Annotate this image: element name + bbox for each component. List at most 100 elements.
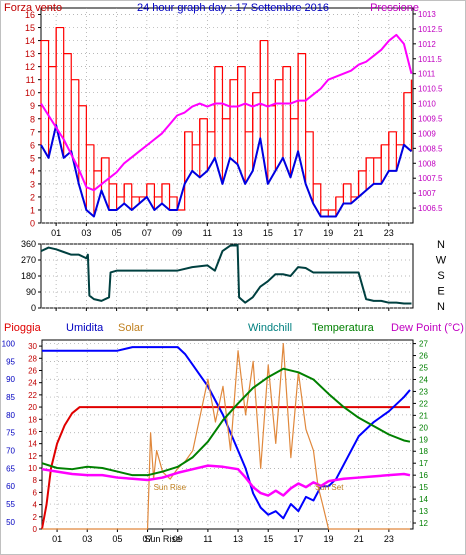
header-label: Umidita — [66, 322, 104, 334]
x-tick-label: 17 — [293, 228, 303, 238]
left-tick-label: 2 — [30, 192, 35, 202]
rain-tick-label: 26 — [28, 366, 37, 375]
right-tick-label: 1013 — [418, 10, 436, 19]
right-tick-label: 14 — [419, 495, 428, 504]
humidity-tick-label: 85 — [6, 393, 15, 402]
header-label: Temperatura — [312, 322, 375, 334]
rain-tick-label: 22 — [28, 391, 37, 400]
x-tick-label: 13 — [233, 228, 243, 238]
left-tick-label: 12 — [25, 62, 35, 72]
rain-tick-label: 28 — [28, 354, 37, 363]
x-tick-label: 17 — [293, 534, 303, 544]
x-tick-label: 01 — [51, 228, 61, 238]
rain-tick-label: 10 — [28, 464, 37, 473]
x-tick-label: 07 — [143, 534, 153, 544]
x-tick-label: 11 — [203, 228, 212, 238]
humidity-temperature-panel: Pioggia Umidita Solar Windchill Temperatura D… — [2, 322, 464, 544]
rain-tick-label: 24 — [28, 379, 37, 388]
right-tick-label: 18 — [419, 447, 428, 456]
left-axis-title: Forza vento — [4, 2, 62, 14]
plot-frame — [40, 243, 414, 309]
left-tick-label: 10 — [25, 88, 35, 98]
rain-tick-label: 12 — [28, 452, 37, 461]
x-tick-label: 03 — [82, 534, 92, 544]
rain-tick-label: 4 — [33, 501, 38, 510]
header-label: Dew Point (°C) — [391, 322, 464, 334]
right-tick-label: 1009.5 — [418, 114, 443, 123]
x-tick-label: 15 — [263, 228, 273, 238]
right-tick-label: 1010 — [418, 100, 436, 109]
right-tick-label: 19 — [419, 435, 428, 444]
rain-tick-label: 14 — [28, 440, 37, 449]
left-tick-label: 15 — [25, 23, 35, 33]
left-tick-label: 4 — [30, 166, 35, 176]
left-tick-label: 360 — [21, 239, 36, 249]
right-tick-label: 1010.5 — [418, 85, 443, 94]
right-tick-label: 27 — [419, 340, 428, 349]
header-label: Solar — [118, 322, 144, 334]
humidity-tick-label: 100 — [2, 340, 16, 349]
right-tick-label: 1012.5 — [418, 25, 443, 34]
wind-speed-line — [40, 124, 413, 218]
x-tick-label: 15 — [263, 534, 273, 544]
sunset-annotation: Sun Set — [315, 483, 344, 492]
humidity-tick-label: 75 — [6, 429, 15, 438]
x-tick-label: 21 — [354, 228, 364, 238]
humidity-tick-label: 60 — [6, 482, 15, 491]
left-tick-label: 13 — [25, 49, 35, 59]
x-tick-label: 09 — [173, 534, 183, 544]
x-tick-label: 21 — [354, 534, 364, 544]
right-tick-label: 1006.5 — [418, 204, 443, 213]
x-tick-label: 11 — [203, 534, 212, 544]
left-tick-label: 7 — [30, 127, 35, 137]
x-tick-label: 05 — [112, 534, 122, 544]
left-tick-label: 3 — [30, 179, 35, 189]
left-tick-label: 270 — [21, 255, 36, 265]
rain-line — [41, 406, 410, 530]
humidity-tick-label: 65 — [6, 464, 15, 473]
compass-label: W — [436, 255, 447, 267]
right-tick-label: 1011.5 — [418, 55, 442, 64]
right-tick-label: 1008 — [418, 159, 436, 168]
solar-line — [42, 342, 410, 530]
rain-tick-label: 20 — [28, 403, 37, 412]
compass-label: N — [437, 239, 445, 251]
x-tick-label: 13 — [233, 534, 243, 544]
right-tick-label: 22 — [419, 399, 428, 408]
sunrise-annotation: Sun Rise — [154, 483, 187, 492]
x-tick-label: Sun Rise — [144, 534, 181, 544]
compass-label: S — [437, 270, 444, 282]
right-tick-label: 15 — [419, 483, 428, 492]
x-tick-label: 19 — [324, 534, 334, 544]
pressure-line — [40, 33, 413, 192]
left-tick-label: 1 — [30, 205, 35, 215]
compass-label: E — [437, 286, 444, 298]
right-tick-label: 13 — [419, 507, 428, 516]
right-tick-label: 1011 — [418, 70, 436, 79]
left-tick-label: 16 — [25, 10, 35, 20]
x-tick-label: 01 — [52, 534, 62, 544]
x-tick-label: 03 — [81, 228, 91, 238]
right-tick-label: 20 — [419, 423, 428, 432]
humidity-tick-label: 50 — [6, 518, 15, 527]
wind-pressure-panel: Forza vento 24 hour graph day : 17 Settem… — [4, 2, 443, 238]
rain-tick-label: 16 — [28, 427, 37, 436]
dew-point-line — [41, 464, 411, 497]
left-tick-label: 90 — [26, 287, 36, 297]
right-tick-label: 1012 — [418, 40, 436, 49]
left-tick-label: 9 — [30, 101, 35, 111]
humidity-tick-label: 80 — [6, 411, 15, 420]
right-tick-label: 16 — [419, 471, 428, 480]
x-tick-label: 23 — [384, 228, 394, 238]
right-tick-label: 12 — [419, 519, 428, 528]
x-tick-label: 19 — [323, 228, 333, 238]
right-tick-label: 26 — [419, 352, 428, 361]
right-tick-label: 21 — [419, 411, 428, 420]
wind-direction-line — [40, 243, 412, 305]
x-tick-label: 05 — [112, 228, 122, 238]
header-label: Windchill — [248, 322, 292, 334]
left-tick-label: 180 — [21, 271, 36, 281]
